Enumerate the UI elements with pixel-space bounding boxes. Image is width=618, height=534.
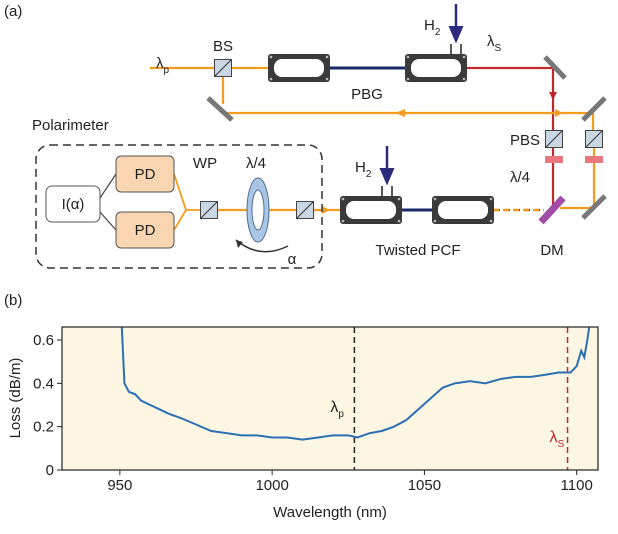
label: λp [156, 55, 170, 76]
mirrors [206, 55, 607, 220]
label: λ/4 [246, 155, 266, 172]
photodiode [115, 155, 175, 193]
gas-cell [340, 196, 402, 224]
x-tick-label: 1100 [561, 477, 593, 494]
gas-cell [405, 54, 467, 82]
h2-inlets [379, 4, 464, 196]
photodiode [115, 211, 175, 249]
y-tick-label: 0.2 [33, 419, 54, 436]
marker-label-sub: p [338, 409, 344, 420]
label: Twisted PCF [375, 242, 460, 259]
x-axis-label: Wavelength (nm) [273, 504, 387, 521]
label: α [288, 251, 297, 268]
polarimeter-box [35, 144, 323, 269]
marker-label: λp [330, 399, 344, 420]
marker-label-main: λ [550, 429, 558, 446]
label: λ/4 [510, 169, 530, 186]
gas-cell [268, 54, 330, 82]
x-tick-label: 950 [107, 477, 132, 494]
pbs [545, 130, 563, 148]
marker-label: λS [550, 429, 565, 450]
marker-label-main: λ [330, 399, 338, 416]
waveplates [545, 156, 603, 163]
label: WP [193, 155, 217, 172]
x-tick-label: 1000 [255, 477, 288, 494]
pbs [585, 130, 603, 148]
wollaston-prism [200, 201, 218, 219]
panel-label: (b) [4, 292, 22, 309]
label: H2 [424, 17, 441, 38]
label: I(α) [62, 196, 85, 213]
loss-curve [120, 327, 591, 441]
rotating-waveplate [235, 177, 289, 253]
y-tick-label: 0.6 [33, 332, 54, 349]
label: BS [213, 38, 233, 55]
y-tick-label: 0 [46, 462, 54, 479]
label: PD [135, 166, 156, 183]
label: Polarimeter [32, 117, 109, 134]
label: PBS [510, 132, 540, 149]
label: H2 [355, 159, 372, 180]
label: PD [135, 222, 156, 239]
y-tick-label: 0.4 [33, 375, 54, 392]
panel-label: (a) [4, 3, 22, 20]
beam-splitter [214, 59, 232, 77]
marker-label-sub: S [558, 439, 565, 450]
label: DM [540, 242, 563, 259]
label: PBG [351, 86, 383, 103]
plot-frame [61, 326, 599, 471]
y-axis-label: Loss (dB/m) [7, 358, 24, 439]
intensity-box [45, 185, 101, 223]
dichroic-mirror [538, 195, 566, 225]
x-tick-label: 1050 [408, 477, 441, 494]
polarizer [296, 201, 314, 219]
gas-cell [432, 196, 494, 224]
plot-background [62, 327, 598, 470]
label: λS [487, 33, 502, 54]
